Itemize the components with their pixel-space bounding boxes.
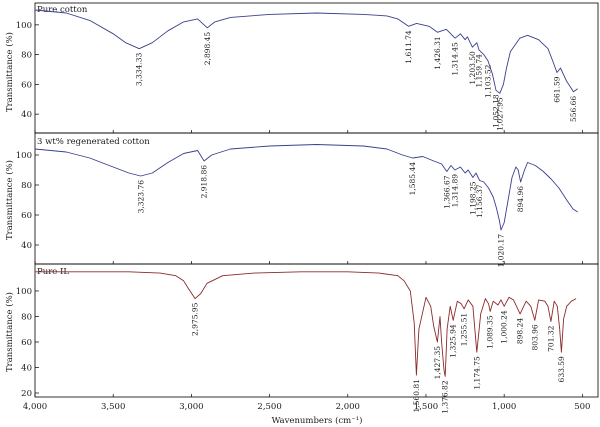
peak-label: 2,918.86 bbox=[200, 165, 209, 199]
peak-label: 1,156.37 bbox=[475, 184, 484, 218]
y-axis-title-pure-cotton: Transmittance (%) bbox=[4, 32, 15, 112]
peak-label: 1,255.51 bbox=[460, 313, 469, 346]
y-tick-label: 80 bbox=[21, 51, 32, 61]
x-tick-label: 2,500 bbox=[257, 402, 281, 412]
peak-label: 1,426.31 bbox=[433, 36, 442, 69]
peak-label: 1,103.52 bbox=[484, 64, 493, 98]
panel-pure-cotton: Pure cotton Transmittance (%) 40 60 80 100 3… bbox=[4, 2, 599, 134]
x-tick-label: 1,500 bbox=[414, 402, 438, 412]
y-tick-label: 100 bbox=[16, 151, 32, 161]
plot-frame bbox=[34, 132, 599, 265]
peak-label: 1,366.67 bbox=[442, 175, 451, 209]
peak-label: 1,376.82 bbox=[441, 380, 450, 414]
peak-label: 1,314.45 bbox=[451, 42, 460, 76]
plot-frame bbox=[34, 263, 599, 398]
peak-label: 556.66 bbox=[569, 96, 578, 122]
peak-label: 633.59 bbox=[557, 356, 566, 382]
x-tick-label: 1,000 bbox=[492, 402, 516, 412]
y-axis-title-regenerated-cotton: Transmittance (%) bbox=[4, 160, 15, 240]
peak-label: 3,323.76 bbox=[136, 180, 145, 214]
peak-label: 2,898.45 bbox=[203, 32, 212, 66]
peak-label: 1,027.95 bbox=[495, 97, 504, 131]
y-tick-label: 40 bbox=[21, 110, 32, 120]
y-tick-label: 40 bbox=[21, 241, 32, 251]
x-tick-label: 3,500 bbox=[101, 402, 125, 412]
peak-label: 1,020.17 bbox=[497, 234, 506, 268]
x-tick-label: 500 bbox=[574, 402, 590, 412]
peak-label: 1,611.74 bbox=[404, 30, 413, 64]
x-axis: Wavenumbers (cm⁻¹) 4,000 3,500 3,000 2,500 2… bbox=[23, 402, 591, 426]
peak-label: 1,174.75 bbox=[472, 356, 481, 390]
y-tick-label: 60 bbox=[21, 338, 32, 348]
peak-label: 701.32 bbox=[546, 325, 555, 351]
y-tick-label: 80 bbox=[21, 181, 32, 191]
peak-label: 1,585.44 bbox=[408, 162, 417, 196]
peak-label: 661.59 bbox=[553, 76, 562, 102]
peak-label: 1,159.74 bbox=[475, 54, 484, 88]
x-axis-title: Wavenumbers (cm⁻¹) bbox=[272, 415, 363, 426]
peak-label: 1,089.35 bbox=[486, 315, 495, 349]
peak-label: 1,325.94 bbox=[449, 324, 458, 358]
y-tick-label: 100 bbox=[16, 21, 32, 31]
peak-label: 894.96 bbox=[516, 186, 525, 212]
plot-frame bbox=[34, 2, 599, 134]
x-tick-label: 3,000 bbox=[179, 402, 203, 412]
y-tick-label: 80 bbox=[21, 312, 32, 322]
spectrum-line bbox=[35, 271, 577, 377]
peak-label: 1,052.18 bbox=[492, 94, 501, 128]
peak-label: 1,560.81 bbox=[412, 379, 421, 412]
peak-label: 2,975.95 bbox=[191, 302, 200, 336]
peak-label: 898.24 bbox=[516, 318, 525, 344]
panel-pure-il: Pure IL Transmittance (%) 204060801002,9… bbox=[4, 263, 599, 414]
x-tick-label: 2,000 bbox=[336, 402, 360, 412]
panel-title-regenerated-cotton: 3 wt% regenerated cotton bbox=[37, 137, 150, 147]
y-axis-title-pure-il: Transmittance (%) bbox=[4, 292, 15, 372]
y-tick-label: 60 bbox=[21, 80, 32, 90]
peak-label: 1,000.24 bbox=[500, 310, 509, 344]
peak-label: 803.96 bbox=[530, 324, 539, 350]
peak-label: 1,427.35 bbox=[433, 346, 442, 380]
x-tick-label: 4,000 bbox=[23, 402, 47, 412]
spectrum-line bbox=[34, 9, 578, 94]
panel-title-pure-cotton: Pure cotton bbox=[37, 5, 88, 15]
peak-label: 1,314.89 bbox=[450, 174, 459, 208]
peak-label: 3,334.33 bbox=[135, 52, 144, 86]
peak-label: 1,203.50 bbox=[468, 51, 477, 85]
y-tick-label: 40 bbox=[21, 363, 32, 373]
spectrum-line bbox=[34, 144, 578, 231]
panel-regenerated-cotton: 3 wt% regenerated cotton Transmittance (… bbox=[4, 132, 599, 268]
y-tick-label: 60 bbox=[21, 211, 32, 221]
y-tick-label: 100 bbox=[16, 287, 32, 297]
y-tick-label: 20 bbox=[21, 389, 32, 399]
peak-label: 1,198.25 bbox=[469, 181, 478, 215]
